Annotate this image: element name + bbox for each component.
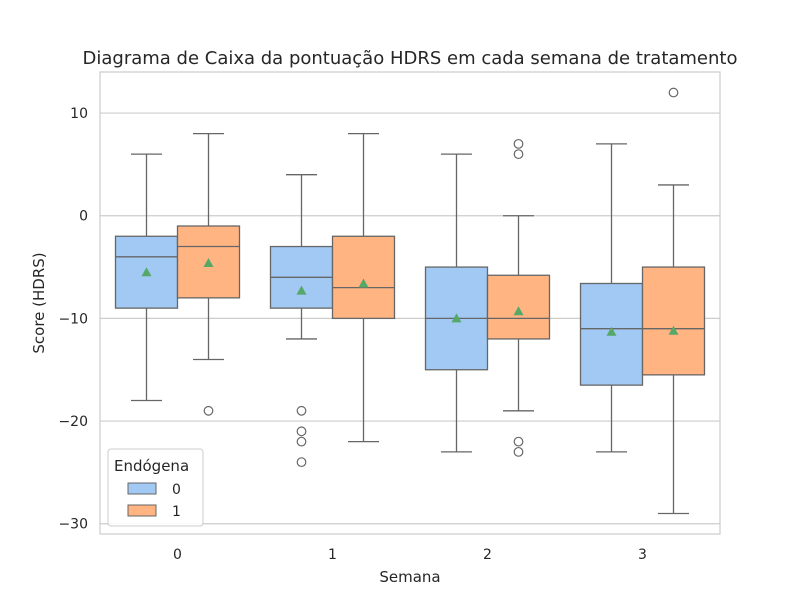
legend-swatch-1 xyxy=(127,504,157,517)
box-series-0-week-2 xyxy=(424,153,489,453)
legend-title: Endógena xyxy=(114,457,189,475)
x-tick-label: 0 xyxy=(173,547,182,563)
x-tick-label: 3 xyxy=(638,547,647,563)
outlier-point xyxy=(296,436,307,447)
chart-title: Diagrama de Caixa da pontuação HDRS em c… xyxy=(83,48,738,69)
x-tick-label: 2 xyxy=(483,547,492,563)
outlier-point xyxy=(513,138,524,149)
plot-frame xyxy=(99,71,721,535)
outlier-point xyxy=(513,436,524,447)
legend: Endógena 0 1 xyxy=(107,448,204,527)
y-tick-label: −30 xyxy=(58,517,88,533)
boxes xyxy=(114,87,706,515)
y-axis-label: Score (HDRS) xyxy=(30,252,48,353)
box-series-1-week-2 xyxy=(486,138,551,457)
y-tick-label: −20 xyxy=(58,414,88,430)
outlier-point xyxy=(513,446,524,457)
box-iqr xyxy=(641,266,706,376)
mean-marker xyxy=(451,313,462,323)
x-axis-label: Semana xyxy=(379,568,440,586)
box-iqr xyxy=(331,235,396,320)
mean-marker xyxy=(606,326,617,336)
outlier-point xyxy=(203,405,214,416)
box-series-1-week-0 xyxy=(176,132,241,416)
mean-marker xyxy=(141,267,152,277)
box-series-1-week-1 xyxy=(331,132,396,443)
outlier-point xyxy=(513,149,524,160)
tick-labels: 100−10−20−300 1 2 3 xyxy=(58,106,647,563)
outlier-point xyxy=(296,457,307,468)
mean-marker xyxy=(513,306,524,316)
box-series-1-week-3 xyxy=(641,87,706,515)
legend-label-0: 0 xyxy=(172,482,181,498)
y-tick-label: 10 xyxy=(70,106,88,122)
y-tick-label: −10 xyxy=(58,311,88,327)
legend-swatch-0 xyxy=(127,482,157,495)
outlier-point xyxy=(296,426,307,437)
mean-marker xyxy=(358,278,369,288)
box-series-0-week-1 xyxy=(269,174,334,468)
x-tick-label: 1 xyxy=(328,547,337,563)
mean-marker xyxy=(296,285,307,295)
mean-marker xyxy=(203,257,214,267)
box-series-0-week-3 xyxy=(579,143,644,453)
outlier-point xyxy=(668,87,679,98)
box-series-0-week-0 xyxy=(114,153,179,402)
mean-marker xyxy=(668,325,679,335)
legend-label-1: 1 xyxy=(172,504,181,520)
y-tick-label: 0 xyxy=(79,209,88,225)
outlier-point xyxy=(296,405,307,416)
